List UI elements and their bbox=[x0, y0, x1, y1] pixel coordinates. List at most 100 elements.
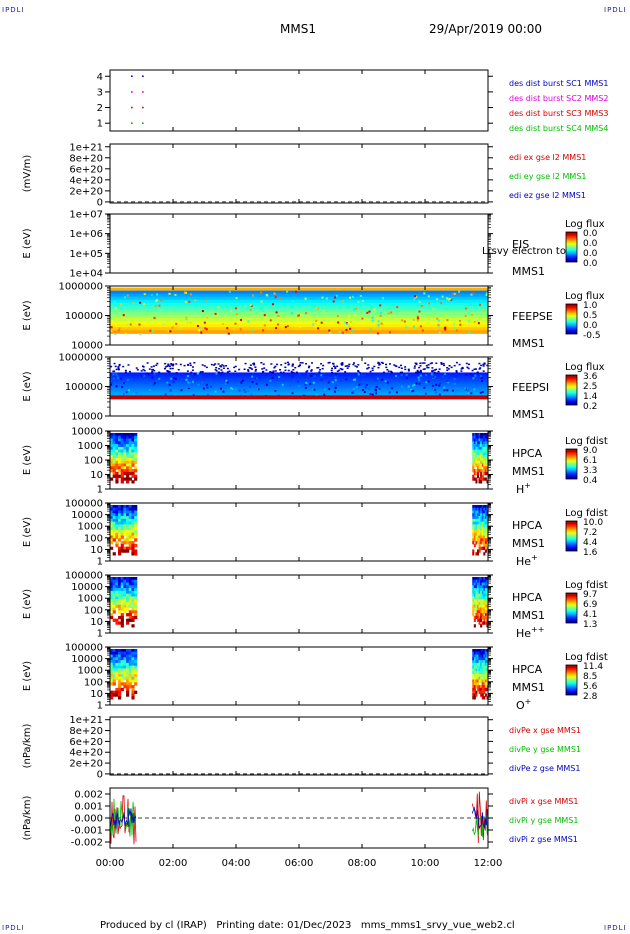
hpca-he2-spectrogram-cell bbox=[126, 599, 130, 603]
feepsi-spectrogram-speck bbox=[193, 372, 196, 375]
hpca-he-spectrogram-cell bbox=[473, 521, 476, 525]
hpca-h-spectrogram-cell bbox=[481, 460, 484, 465]
hpca-he2-spectrogram-cell bbox=[475, 615, 478, 620]
hpca-o-spectrogram-cell bbox=[123, 682, 127, 686]
feepsi-spectrogram-speck bbox=[453, 378, 456, 381]
feepse-spectrogram-speck bbox=[196, 325, 199, 328]
feepsi-spectrogram-speck bbox=[323, 372, 326, 375]
eis-colorbar-title: Log flux bbox=[565, 219, 605, 230]
hpca-he-spectrogram-cell bbox=[483, 505, 486, 509]
feepsi-spectrogram-speck bbox=[253, 363, 256, 366]
hpca-h-spectrogram-cell bbox=[123, 455, 127, 459]
hpca-he2-spectrogram-cell bbox=[115, 585, 119, 589]
feepse-spectrogram-band bbox=[110, 305, 488, 310]
hpca-h-spectrogram-cell bbox=[112, 444, 116, 448]
hpca-o-spectrogram-cell bbox=[134, 665, 138, 669]
feepsi-spectrogram-speck bbox=[251, 381, 254, 384]
hpca-he2-spectrogram-cell bbox=[473, 604, 476, 609]
hpca-he-spectrogram-cell bbox=[120, 527, 124, 531]
hpca-h-spectrogram-cell bbox=[120, 452, 124, 456]
hpca-o-spectrogram-cell bbox=[112, 676, 116, 681]
hpca-he2-spectrogram-cell bbox=[115, 582, 119, 586]
feepsi-spectrogram-speck bbox=[330, 371, 333, 374]
des-dist-point bbox=[142, 106, 144, 109]
feepse-ylabel: E (eV) bbox=[22, 300, 33, 330]
hpca-he-spectrogram-cell bbox=[110, 524, 114, 528]
hpca-h-spectrogram-cell bbox=[128, 446, 132, 451]
hpca-he2-spectrogram-cell bbox=[483, 615, 486, 620]
hpca-he2-spectrogram-cell bbox=[120, 604, 124, 609]
feepsi-spectrogram-speck bbox=[121, 386, 124, 389]
hpca-he-spectrogram-cell bbox=[134, 549, 138, 553]
feepse-spectrogram-speck bbox=[446, 297, 449, 300]
hpca-o-spectrogram-cell bbox=[128, 668, 132, 672]
hpca-he-spectrogram-cell bbox=[472, 532, 475, 537]
hpca-o-spectrogram-cell bbox=[118, 693, 122, 697]
hpca-o-spectrogram-cell bbox=[484, 687, 487, 692]
hpca-h-spectrogram-cell bbox=[110, 463, 114, 467]
feepsi-spectrogram-speck bbox=[136, 369, 139, 371]
feepse-spectrogram-speck bbox=[350, 320, 353, 323]
hpca-h-spectrogram-cell bbox=[481, 435, 484, 440]
hpca-he-spectrogram-cell bbox=[128, 513, 132, 517]
hpca-he2-spectrogram-cell bbox=[486, 582, 489, 586]
feepse-colorbar-tick: 0.5 bbox=[583, 311, 597, 321]
feepsi-spectrogram-speck bbox=[291, 392, 294, 395]
hpca-h-spectrogram-cell bbox=[472, 441, 475, 445]
hpca-he-spectrogram-cell bbox=[123, 546, 127, 550]
feepsi-spectrogram-speck bbox=[254, 370, 257, 372]
hpca-he2-spectrogram-cell bbox=[123, 596, 127, 600]
hpca-he2-spectrogram-cell bbox=[473, 599, 476, 603]
hpca-he2-spectrogram-cell bbox=[472, 596, 475, 600]
feepsi-spectrogram-speck bbox=[414, 362, 417, 365]
feepsi-spectrogram-speck bbox=[234, 388, 237, 391]
feepse-spectrogram-speck bbox=[383, 313, 386, 316]
hpca-o-spectrogram-cell bbox=[473, 682, 476, 686]
hpca-h-spectrogram-cell bbox=[118, 455, 122, 459]
feepse-spectrogram-speck bbox=[458, 319, 461, 322]
hpca-he-spectrogram-cell bbox=[112, 527, 116, 531]
feepsi-spectrogram-speck bbox=[217, 363, 220, 365]
hpca-o-spectrogram-cell bbox=[475, 649, 478, 653]
hpca-o-spectrogram-cell bbox=[112, 679, 116, 683]
hpca-h-spectrogram-cell bbox=[472, 458, 475, 462]
hpca-he-spectrogram-cell bbox=[131, 507, 135, 512]
hpca-o-spectrogram-cell bbox=[483, 690, 486, 694]
feepsi-spectrogram-speck bbox=[226, 371, 229, 373]
hpca-he2-spectrogram-cell bbox=[112, 579, 116, 584]
hpca-o-spectrogram-cell bbox=[131, 665, 135, 669]
hpca-o-spectrogram-cell bbox=[115, 662, 119, 667]
hpca-he2-spectrogram-cell bbox=[110, 602, 114, 606]
hpca-he-spectrogram-cell bbox=[112, 507, 116, 512]
hpca-o-spectrogram-cell bbox=[126, 671, 130, 675]
hpca-he2-spectrogram-cell bbox=[483, 588, 486, 592]
hpca-h-spectrogram-cell bbox=[481, 474, 484, 478]
feepsi-spectrogram-speck bbox=[168, 365, 171, 368]
hpca-he2-spectrogram-cell bbox=[131, 577, 135, 581]
hpca-h-spectrogram-cell bbox=[478, 480, 481, 484]
des-dist-legend-entry: des dist burst SC1 MMS1 bbox=[509, 79, 608, 88]
hpca-he-spectrogram-cell bbox=[110, 541, 114, 545]
hpca-he-spectrogram-cell bbox=[476, 549, 480, 553]
hpca-he-spectrogram-cell bbox=[484, 510, 487, 514]
hpca-h-spectrogram-cell bbox=[110, 466, 114, 470]
feepsi-spectrogram-speck bbox=[418, 366, 421, 369]
hpca-he2-spectrogram-cell bbox=[126, 621, 130, 625]
hpca-he2-spectrogram-cell bbox=[475, 590, 478, 595]
feepsi-spectrogram-speck bbox=[291, 375, 294, 378]
feepsi-spectrogram-speck bbox=[440, 363, 443, 365]
feepsi-spectrogram-speck bbox=[150, 366, 153, 368]
feepse-spectrogram-speck bbox=[346, 322, 349, 325]
hpca-he2-spectrogram-cell bbox=[112, 577, 116, 581]
hpca-he2-spectrogram-cell bbox=[475, 593, 478, 597]
hpca-he-colorbar-tick: 7.2 bbox=[583, 528, 597, 538]
feepse-spectrogram-speck bbox=[472, 291, 475, 294]
feepse-spectrogram-speck bbox=[126, 294, 129, 297]
feepsi-spectrogram-speck bbox=[385, 366, 388, 369]
hpca-h-spectrogram-cell bbox=[120, 435, 124, 440]
feepsi-spectrogram-speck bbox=[401, 384, 404, 387]
hpca-he2-ytick-label: 10000 bbox=[71, 582, 103, 593]
hpca-o-spectrogram-cell bbox=[484, 682, 487, 686]
hpca-o-spectrogram-cell bbox=[134, 657, 138, 661]
